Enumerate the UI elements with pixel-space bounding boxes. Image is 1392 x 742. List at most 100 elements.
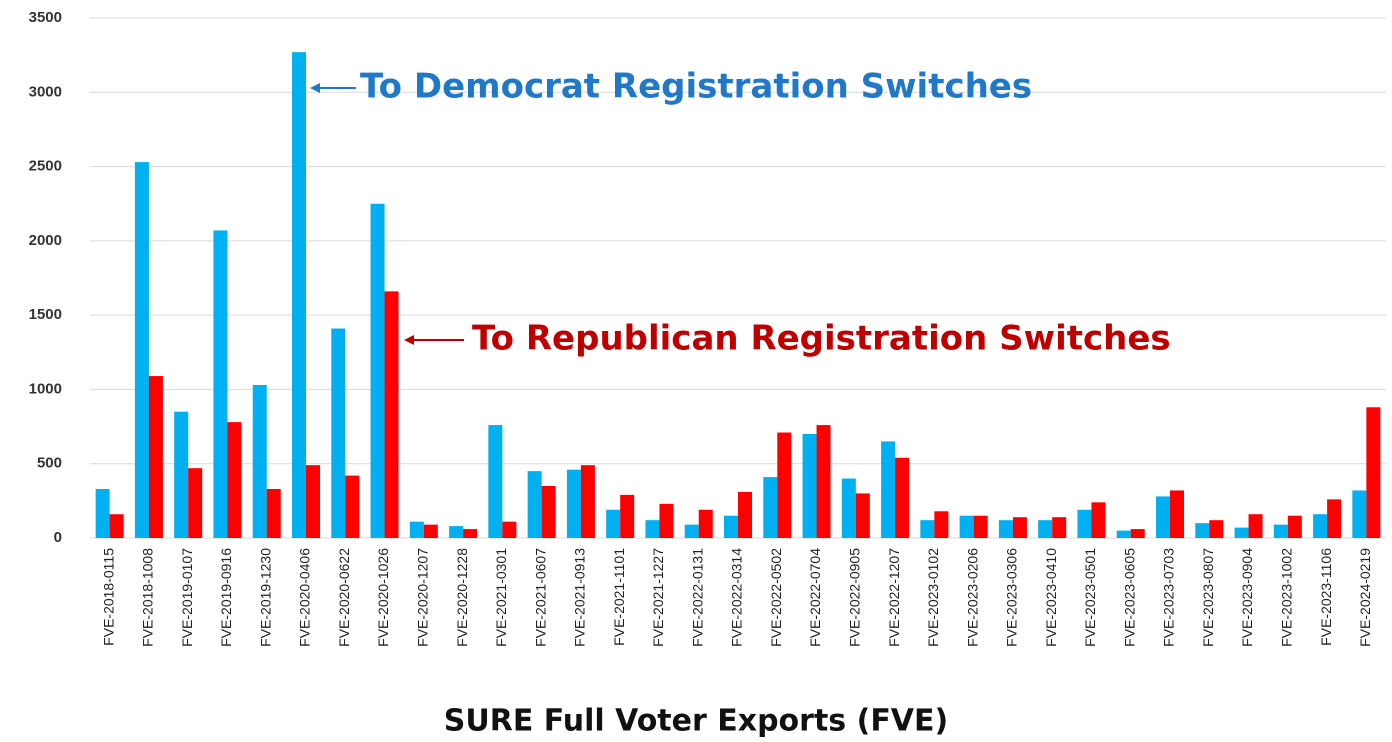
bar xyxy=(777,432,792,538)
bar xyxy=(1366,407,1381,538)
bar xyxy=(1038,520,1053,538)
x-tick-label: FVE-2023-0410 xyxy=(1043,548,1059,647)
x-tick-label: FVE-2022-1207 xyxy=(886,548,902,647)
x-tick-label: FVE-2021-0913 xyxy=(572,548,588,647)
y-tick-label: 1500 xyxy=(29,306,62,323)
bar xyxy=(881,441,896,538)
bar xyxy=(620,494,635,538)
bar xyxy=(109,514,124,538)
bar xyxy=(449,526,464,538)
x-axis-title: SURE Full Voter Exports (FVE) xyxy=(444,704,948,739)
arrow-head xyxy=(404,335,414,345)
x-tick-label: FVE-2022-0905 xyxy=(847,548,863,647)
bar xyxy=(463,529,478,538)
x-tick-label: FVE-2023-0605 xyxy=(1121,548,1137,647)
bar xyxy=(1313,514,1328,538)
bar xyxy=(959,515,974,538)
bar xyxy=(920,520,935,538)
bar xyxy=(1052,517,1067,538)
bar xyxy=(606,509,621,538)
x-tick-label: FVE-2023-0102 xyxy=(925,548,941,647)
x-tick-label: FVE-2023-0206 xyxy=(964,548,980,647)
bar xyxy=(1077,509,1092,538)
y-tick-label: 3500 xyxy=(29,9,62,26)
x-tick-label: FVE-2020-1026 xyxy=(375,548,391,647)
x-tick-label: FVE-2023-0306 xyxy=(1004,548,1020,647)
bar xyxy=(1327,499,1342,538)
x-tick-label: FVE-2021-1227 xyxy=(650,548,666,647)
x-tick-label: FVE-2018-0115 xyxy=(100,548,116,646)
bar xyxy=(527,471,542,538)
bar xyxy=(998,520,1013,538)
x-tick-label: FVE-2020-1228 xyxy=(454,548,470,647)
bar xyxy=(684,524,699,538)
bar xyxy=(566,469,581,538)
bar xyxy=(698,509,713,538)
bar xyxy=(580,465,595,538)
bar xyxy=(895,457,910,538)
x-tick-label: FVE-2021-1101 xyxy=(611,548,627,646)
bar xyxy=(645,520,660,538)
bar xyxy=(488,425,503,538)
x-tick-label: FVE-2024-0219 xyxy=(1357,548,1373,647)
x-tick-label: FVE-2019-0107 xyxy=(179,548,195,647)
x-tick-label: FVE-2023-0501 xyxy=(1082,548,1098,647)
bar xyxy=(1234,527,1249,538)
x-tick-label: FVE-2020-0622 xyxy=(336,548,352,647)
y-tick-label: 500 xyxy=(37,455,62,472)
bar xyxy=(1170,490,1184,538)
bar xyxy=(1116,530,1131,538)
bar xyxy=(1130,529,1145,538)
x-tick-label: FVE-2022-0314 xyxy=(729,548,745,647)
x-tick-label: FVE-2020-1207 xyxy=(415,548,431,647)
y-tick-label: 1000 xyxy=(29,380,62,397)
bar xyxy=(816,425,831,538)
bar xyxy=(1091,502,1106,538)
x-tick-label: FVE-2021-0607 xyxy=(532,548,548,647)
bar xyxy=(841,478,856,538)
bar xyxy=(266,488,281,538)
annotation: To Democrat Registration Switches xyxy=(360,67,1032,107)
x-tick-label: FVE-2023-0807 xyxy=(1200,548,1216,647)
x-tick-label: FVE-2023-0703 xyxy=(1161,548,1177,647)
x-tick-label: FVE-2019-0916 xyxy=(218,548,234,647)
bar xyxy=(855,493,870,538)
x-tick-label: FVE-2018-1008 xyxy=(140,548,156,647)
x-tick-label: FVE-2020-0406 xyxy=(297,548,313,647)
bar xyxy=(1287,515,1302,538)
bar xyxy=(1248,514,1263,538)
bar xyxy=(95,488,110,538)
bar xyxy=(659,503,674,538)
bar xyxy=(1352,490,1367,538)
bar xyxy=(502,521,517,538)
bar xyxy=(423,524,438,538)
bar xyxy=(1195,523,1210,538)
x-tick-label: FVE-2022-0502 xyxy=(768,548,784,647)
bar xyxy=(724,515,738,538)
bar xyxy=(409,521,424,538)
bar xyxy=(763,477,778,538)
bar xyxy=(1012,517,1027,538)
x-tick-label: FVE-2023-1002 xyxy=(1279,548,1295,647)
bar xyxy=(541,486,556,538)
bar xyxy=(331,328,346,538)
bar xyxy=(292,52,306,539)
y-tick-label: 3000 xyxy=(29,83,62,100)
x-tick-label: FVE-2019-1230 xyxy=(257,548,273,647)
bar xyxy=(738,491,752,538)
x-tick-label: FVE-2022-0704 xyxy=(807,548,823,647)
bar xyxy=(802,434,817,538)
bar xyxy=(134,162,149,538)
x-tick-label: FVE-2022-0131 xyxy=(689,548,705,647)
bar xyxy=(1273,524,1288,538)
bar xyxy=(213,230,228,538)
bar xyxy=(973,515,988,538)
y-tick-label: 2500 xyxy=(29,158,62,175)
x-tick-label: FVE-2021-0301 xyxy=(493,548,509,647)
arrow-head xyxy=(310,83,320,93)
bar xyxy=(934,511,949,538)
annotation: To Republican Registration Switches xyxy=(472,319,1171,359)
bar xyxy=(188,468,203,538)
x-tick-label: FVE-2023-0904 xyxy=(1239,548,1255,647)
